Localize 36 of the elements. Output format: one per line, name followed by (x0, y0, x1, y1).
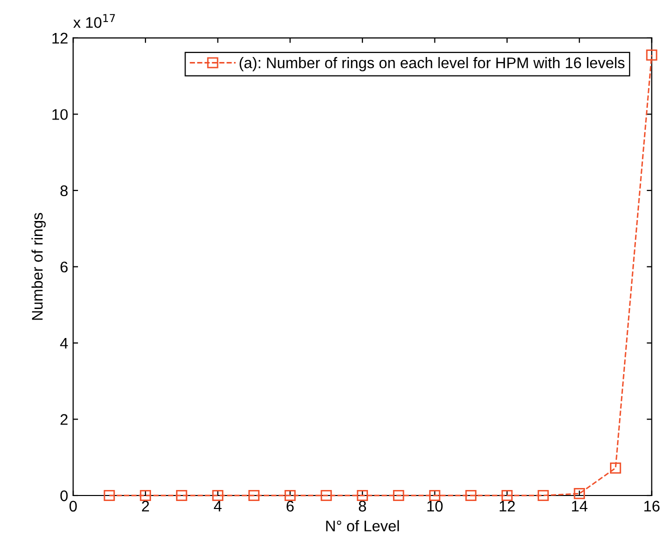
point (356, 490, 368, 502)
legend-label: (a): Number of rings on each level for HPM with 16 levels (240, 57, 624, 72)
point (502, 490, 513, 502)
point (646, 50, 658, 61)
y-tick-label: 12 (52, 32, 68, 44)
x-tick-label: 0 (70, 500, 77, 512)
y-tick-label: 8 (60, 185, 68, 196)
point (284, 490, 296, 502)
point (574, 488, 585, 500)
y-axis-title: Number of rings (32, 212, 46, 320)
y-tick-label: 4 (60, 338, 68, 349)
point (429, 490, 440, 502)
x-tick-label: 16 (644, 500, 660, 512)
x-tick-label: 4 (214, 500, 222, 512)
point (393, 490, 404, 502)
point (140, 490, 152, 502)
x-tick-label: 14 (572, 500, 588, 512)
y-tick-label: 2 (60, 414, 68, 425)
y-tick-label: 0 (60, 490, 68, 502)
y-tick-label: 10 (52, 109, 68, 120)
x-tick-label: 6 (286, 500, 294, 512)
x-tick-label: 12 (500, 500, 515, 512)
point (465, 490, 476, 502)
x-tick-label: 2 (142, 500, 149, 512)
point (176, 490, 188, 502)
y-tick-label: 6 (60, 262, 68, 272)
x-axis-title: N° of Level (326, 520, 399, 532)
point (610, 462, 622, 474)
x-tick-label: 8 (358, 500, 366, 512)
text: x 10$^{17}$ (73, 14, 115, 28)
x-tick-label: 10 (427, 500, 443, 512)
point (248, 490, 260, 502)
point (320, 490, 332, 502)
point (104, 490, 115, 502)
point (538, 490, 549, 502)
point (212, 490, 224, 502)
